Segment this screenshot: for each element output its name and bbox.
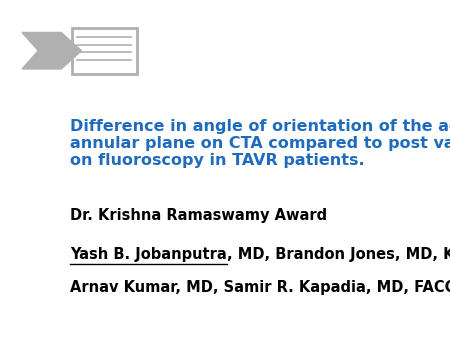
Text: Difference in angle of orientation of the aortic valve in the
annular plane on C: Difference in angle of orientation of th… bbox=[70, 119, 450, 168]
Text: Yash B. Jobanputra: Yash B. Jobanputra bbox=[70, 247, 227, 263]
Text: , MD, Brandon Jones, MD, Kimi Sato, MD,: , MD, Brandon Jones, MD, Kimi Sato, MD, bbox=[227, 247, 450, 263]
Bar bbox=[72, 28, 137, 74]
Text: Arnav Kumar, MD, Samir R. Kapadia, MD, FACC: Arnav Kumar, MD, Samir R. Kapadia, MD, F… bbox=[70, 280, 450, 295]
Polygon shape bbox=[22, 32, 81, 69]
Text: Dr. Krishna Ramaswamy Award: Dr. Krishna Ramaswamy Award bbox=[70, 209, 327, 223]
